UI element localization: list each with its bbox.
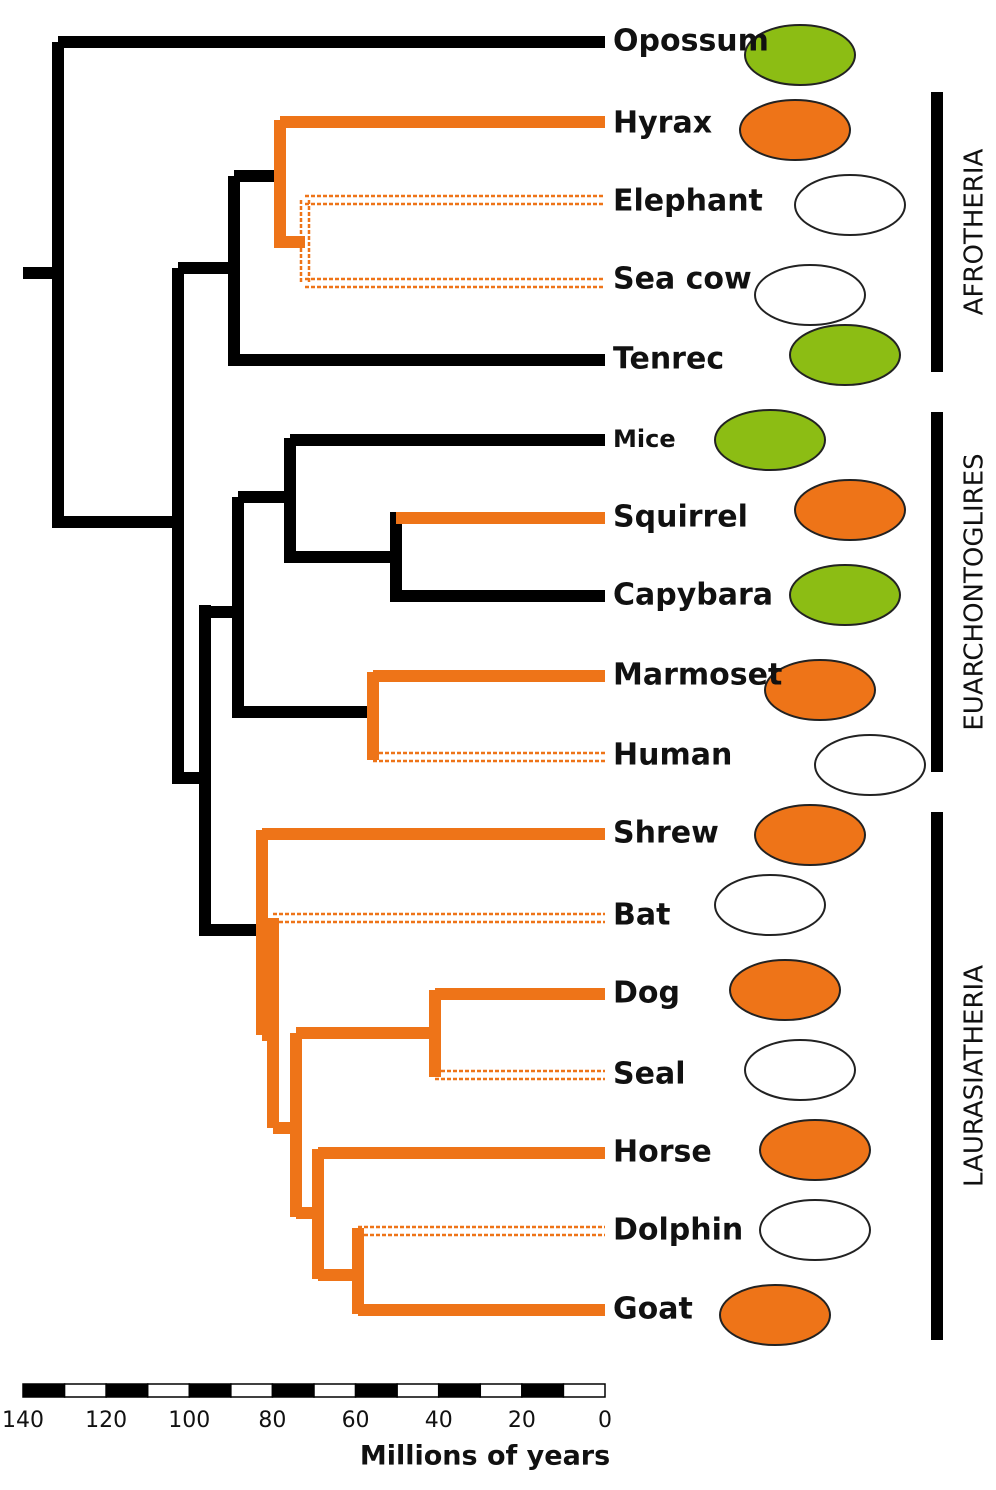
- clade-label: AFROTHERIA: [960, 148, 990, 315]
- taxon-label: Elephant: [613, 184, 763, 219]
- animal-icon: [789, 324, 901, 386]
- animal-icon: [759, 1199, 871, 1261]
- clade-label: EUARCHONTOGLIRES: [960, 453, 990, 730]
- taxon-label: Opossum: [613, 24, 769, 59]
- animal-icon: [714, 409, 826, 471]
- scale-segment: [479, 1383, 523, 1398]
- scale-segment: [562, 1383, 606, 1398]
- clade-bar: [931, 412, 943, 772]
- scale-segment: [22, 1383, 66, 1398]
- clade-bar: [931, 812, 943, 1340]
- taxon-label: Goat: [613, 1292, 693, 1327]
- scale-segment: [271, 1383, 315, 1398]
- animal-icon: [794, 479, 906, 541]
- scale-segment: [105, 1383, 149, 1398]
- scale-tick-label: 140: [2, 1408, 44, 1433]
- scale-segment: [354, 1383, 398, 1398]
- animal-icon: [744, 1039, 856, 1101]
- taxon-label: Dog: [613, 976, 680, 1011]
- scale-segment: [396, 1383, 440, 1398]
- taxon-label: Seal: [613, 1057, 685, 1092]
- taxon-label: Capybara: [613, 578, 773, 613]
- scale-tick-label: 100: [168, 1408, 210, 1433]
- taxon-label: Dolphin: [613, 1213, 743, 1248]
- scale-segment: [437, 1383, 482, 1398]
- taxon-label: Mice: [613, 425, 676, 453]
- scale-tick-label: 0: [598, 1408, 612, 1433]
- animal-icon: [789, 564, 901, 626]
- scale-tick-label: 120: [85, 1408, 127, 1433]
- taxon-label: Human: [613, 738, 732, 773]
- scale-tick-label: 60: [342, 1408, 370, 1433]
- taxon-label: Horse: [613, 1135, 712, 1170]
- clade-label: LAURASIATHERIA: [960, 965, 990, 1187]
- taxon-label: Shrew: [613, 816, 719, 851]
- animal-icon: [759, 1119, 871, 1181]
- scale-tick-label: 40: [425, 1408, 453, 1433]
- animal-icon: [714, 874, 826, 936]
- taxon-label: Sea cow: [613, 262, 752, 297]
- scale-title: Millions of years: [360, 1441, 610, 1472]
- animal-icon: [794, 174, 906, 236]
- taxon-label: Hyrax: [613, 106, 712, 141]
- animal-icon: [764, 659, 876, 721]
- scale-segment: [313, 1383, 357, 1398]
- scale-segment: [63, 1383, 107, 1398]
- scale-segment: [230, 1383, 274, 1398]
- animal-icon: [814, 734, 926, 796]
- taxon-label: Marmoset: [613, 658, 782, 693]
- animal-icon: [754, 264, 866, 326]
- taxon-label: Squirrel: [613, 500, 748, 535]
- taxon-label: Tenrec: [613, 342, 724, 377]
- scale-segment: [188, 1383, 232, 1398]
- scale-tick-label: 80: [258, 1408, 286, 1433]
- scale-segment: [146, 1383, 191, 1398]
- animal-icon: [739, 99, 851, 161]
- scale-segment: [521, 1383, 565, 1398]
- clade-bar: [931, 92, 943, 372]
- animal-icon: [754, 804, 866, 866]
- animal-icon: [729, 959, 841, 1021]
- animal-icon: [719, 1284, 831, 1346]
- taxon-label: Bat: [613, 898, 670, 933]
- scale-tick-label: 20: [508, 1408, 536, 1433]
- animal-icon: [744, 24, 856, 86]
